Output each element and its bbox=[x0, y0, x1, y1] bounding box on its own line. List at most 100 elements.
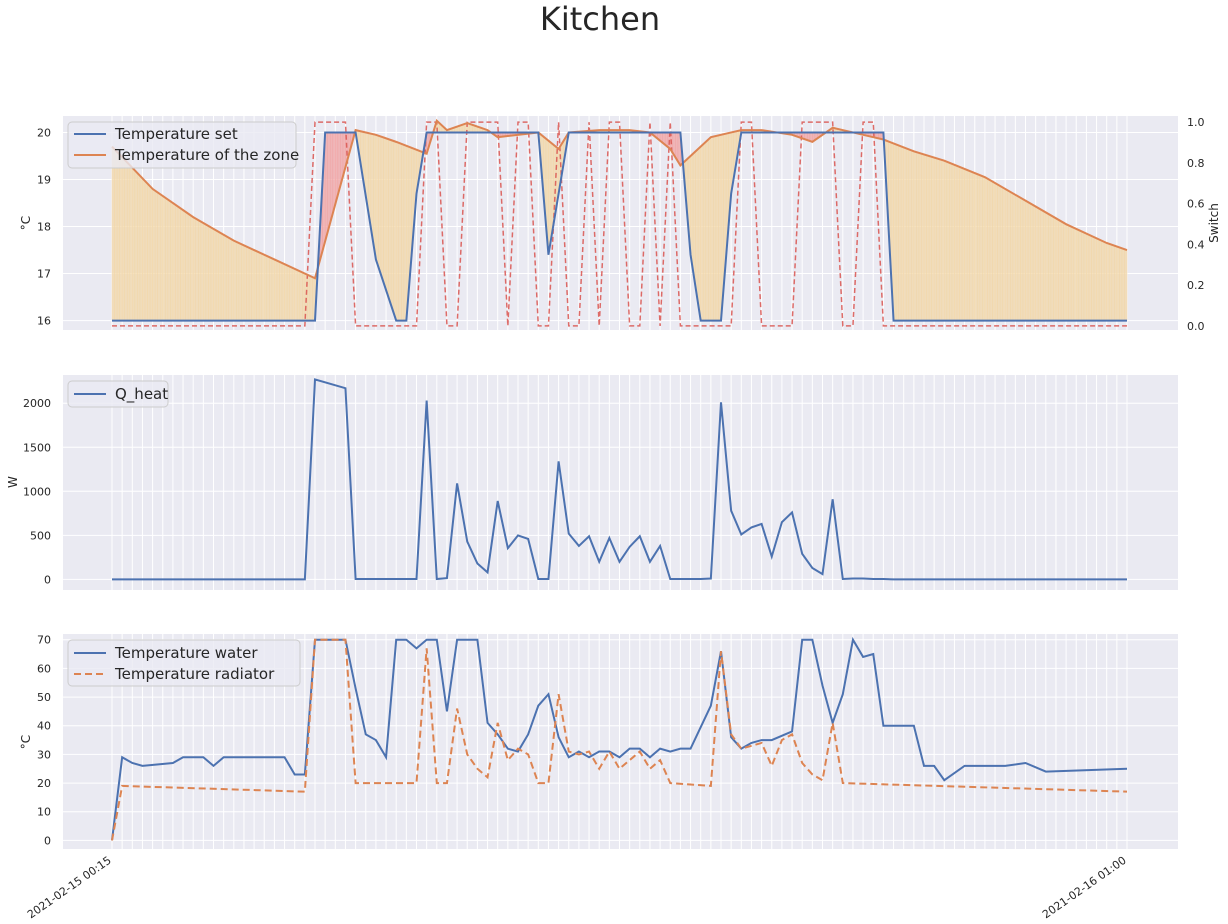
deviation-fill-segment bbox=[908, 149, 912, 321]
y-tick-label: 40 bbox=[37, 720, 51, 733]
deviation-fill-segment bbox=[1025, 200, 1029, 321]
deviation-fill-segment bbox=[385, 138, 389, 298]
deviation-fill-segment bbox=[903, 147, 907, 321]
deviation-fill-segment bbox=[121, 156, 125, 321]
deviation-fill-segment bbox=[208, 225, 212, 321]
deviation-fill-segment bbox=[1078, 229, 1082, 321]
deviation-fill-segment bbox=[1053, 216, 1057, 321]
deviation-fill-segment bbox=[253, 249, 257, 321]
y-tick-label: 19 bbox=[37, 173, 51, 186]
deviation-fill-segment bbox=[185, 211, 189, 321]
deviation-fill-segment bbox=[276, 260, 280, 321]
deviation-fill-segment bbox=[1106, 242, 1110, 321]
deviation-fill-segment bbox=[291, 267, 295, 321]
deviation-fill-segment bbox=[931, 156, 935, 321]
deviation-fill-segment bbox=[1103, 241, 1107, 321]
deviation-fill-segment bbox=[697, 146, 701, 321]
y2-tick-label: 1.0 bbox=[1187, 116, 1205, 129]
deviation-fill-segment bbox=[959, 166, 963, 321]
deviation-fill-segment bbox=[132, 167, 136, 321]
deviation-fill-segment bbox=[1114, 245, 1118, 321]
deviation-fill-segment bbox=[1083, 232, 1087, 321]
deviation-fill-segment bbox=[231, 238, 235, 321]
deviation-fill-segment bbox=[1045, 212, 1049, 321]
deviation-fill-segment bbox=[195, 218, 199, 321]
deviation-fill-segment bbox=[393, 140, 397, 321]
water-lines bbox=[111, 636, 1128, 841]
x-ticks-water: 2021-02-15 00:15 2021-02-16 01:00 bbox=[25, 854, 1129, 922]
deviation-fill-segment bbox=[941, 159, 945, 321]
y-tick-label: 1500 bbox=[23, 441, 51, 454]
deviation-fill-segment bbox=[949, 162, 953, 321]
deviation-fill-segment bbox=[154, 190, 158, 321]
deviation-fill-segment bbox=[715, 135, 719, 321]
deviation-fill-segment bbox=[951, 163, 955, 321]
legend-label-set: Temperature set bbox=[114, 125, 238, 143]
deviation-fill-segment bbox=[1088, 234, 1092, 321]
deviation-fill-segment bbox=[964, 168, 968, 321]
temperature-lines bbox=[111, 118, 1128, 327]
deviation-fill-segment bbox=[1073, 227, 1077, 321]
deviation-fill-segment bbox=[269, 256, 273, 321]
deviation-fill-segment bbox=[713, 135, 717, 321]
deviation-fill-segment bbox=[974, 172, 978, 321]
deviation-fill-segment bbox=[330, 132, 333, 223]
deviation-fill-segment bbox=[911, 150, 915, 321]
deviation-fill-segment bbox=[708, 136, 712, 321]
deviation-fill-segment bbox=[1035, 206, 1039, 321]
y-tick-label: 2000 bbox=[23, 397, 51, 410]
x-tick-label: 2021-02-16 01:00 bbox=[1040, 854, 1129, 922]
deviation-fill-segment bbox=[918, 152, 922, 321]
deviation-fill-segment bbox=[180, 207, 184, 321]
deviation-fill-segment bbox=[1109, 243, 1112, 321]
deviation-fill-segment bbox=[309, 275, 313, 321]
figure-title: Kitchen bbox=[540, 0, 660, 38]
deviation-fill-segment bbox=[246, 246, 250, 321]
deviation-fill-segment bbox=[1058, 219, 1062, 321]
deviation-fill-segment bbox=[1116, 246, 1120, 321]
deviation-fill-segment bbox=[378, 135, 382, 275]
deviation-fill-segment bbox=[1119, 247, 1123, 321]
x-tick-label: 2021-02-15 00:15 bbox=[25, 854, 114, 922]
y-axis-label-temperature: °C bbox=[19, 216, 33, 230]
deviation-fill-segment bbox=[1017, 195, 1021, 321]
deviation-fill-segment bbox=[984, 176, 988, 321]
deviation-fill-segment bbox=[956, 165, 960, 321]
legend-box bbox=[67, 380, 169, 408]
deviation-fill-segment bbox=[198, 219, 202, 321]
deviation-fill-segment bbox=[279, 261, 283, 321]
deviation-fill-segment bbox=[928, 155, 932, 321]
deviation-fill-segment bbox=[289, 266, 293, 321]
deviation-fill-segment bbox=[1030, 203, 1034, 321]
deviation-fill-segment bbox=[223, 234, 227, 321]
deviation-fill-segment bbox=[261, 253, 265, 321]
deviation-fill-segment bbox=[299, 270, 303, 321]
legend-label-qheat: Q_heat bbox=[115, 385, 168, 404]
deviation-fill-segment bbox=[144, 180, 148, 321]
legend-water: Temperature water Temperature radiator bbox=[67, 639, 301, 687]
deviation-fill-segment bbox=[695, 148, 699, 305]
deviation-fill-segment bbox=[1093, 236, 1097, 321]
deviation-fill-segment bbox=[997, 184, 1001, 321]
y-tick-label: 18 bbox=[37, 221, 51, 234]
y-tick-label: 20 bbox=[37, 126, 51, 139]
deviation-fill-segment bbox=[916, 151, 920, 321]
series-line-qheat bbox=[112, 378, 1127, 581]
y2-tick-label: 0.0 bbox=[1187, 320, 1205, 333]
deviation-fill-segment bbox=[1027, 201, 1031, 321]
deviation-fill-segment bbox=[152, 188, 156, 321]
deviation-fill-segment bbox=[111, 146, 115, 321]
deviation-fill-segment bbox=[238, 242, 242, 321]
y-axis-label-switch: Switch bbox=[1207, 203, 1221, 243]
deviation-fill-segment bbox=[160, 193, 163, 321]
deviation-fill-segment bbox=[966, 169, 970, 321]
y-tick-label: 0 bbox=[44, 573, 51, 586]
deviation-fill-segment bbox=[243, 245, 247, 321]
deviation-fill-segment bbox=[192, 216, 196, 321]
deviation-fill-segment bbox=[332, 132, 336, 214]
deviation-fill-segment bbox=[398, 142, 402, 321]
deviation-fill-segment bbox=[205, 224, 209, 321]
deviation-fill-segment bbox=[307, 274, 311, 321]
deviation-fill-segment bbox=[175, 204, 179, 321]
panel-water: 0 10 20 30 40 50 60 70 °C Temperature water Tem… bbox=[19, 634, 1178, 922]
